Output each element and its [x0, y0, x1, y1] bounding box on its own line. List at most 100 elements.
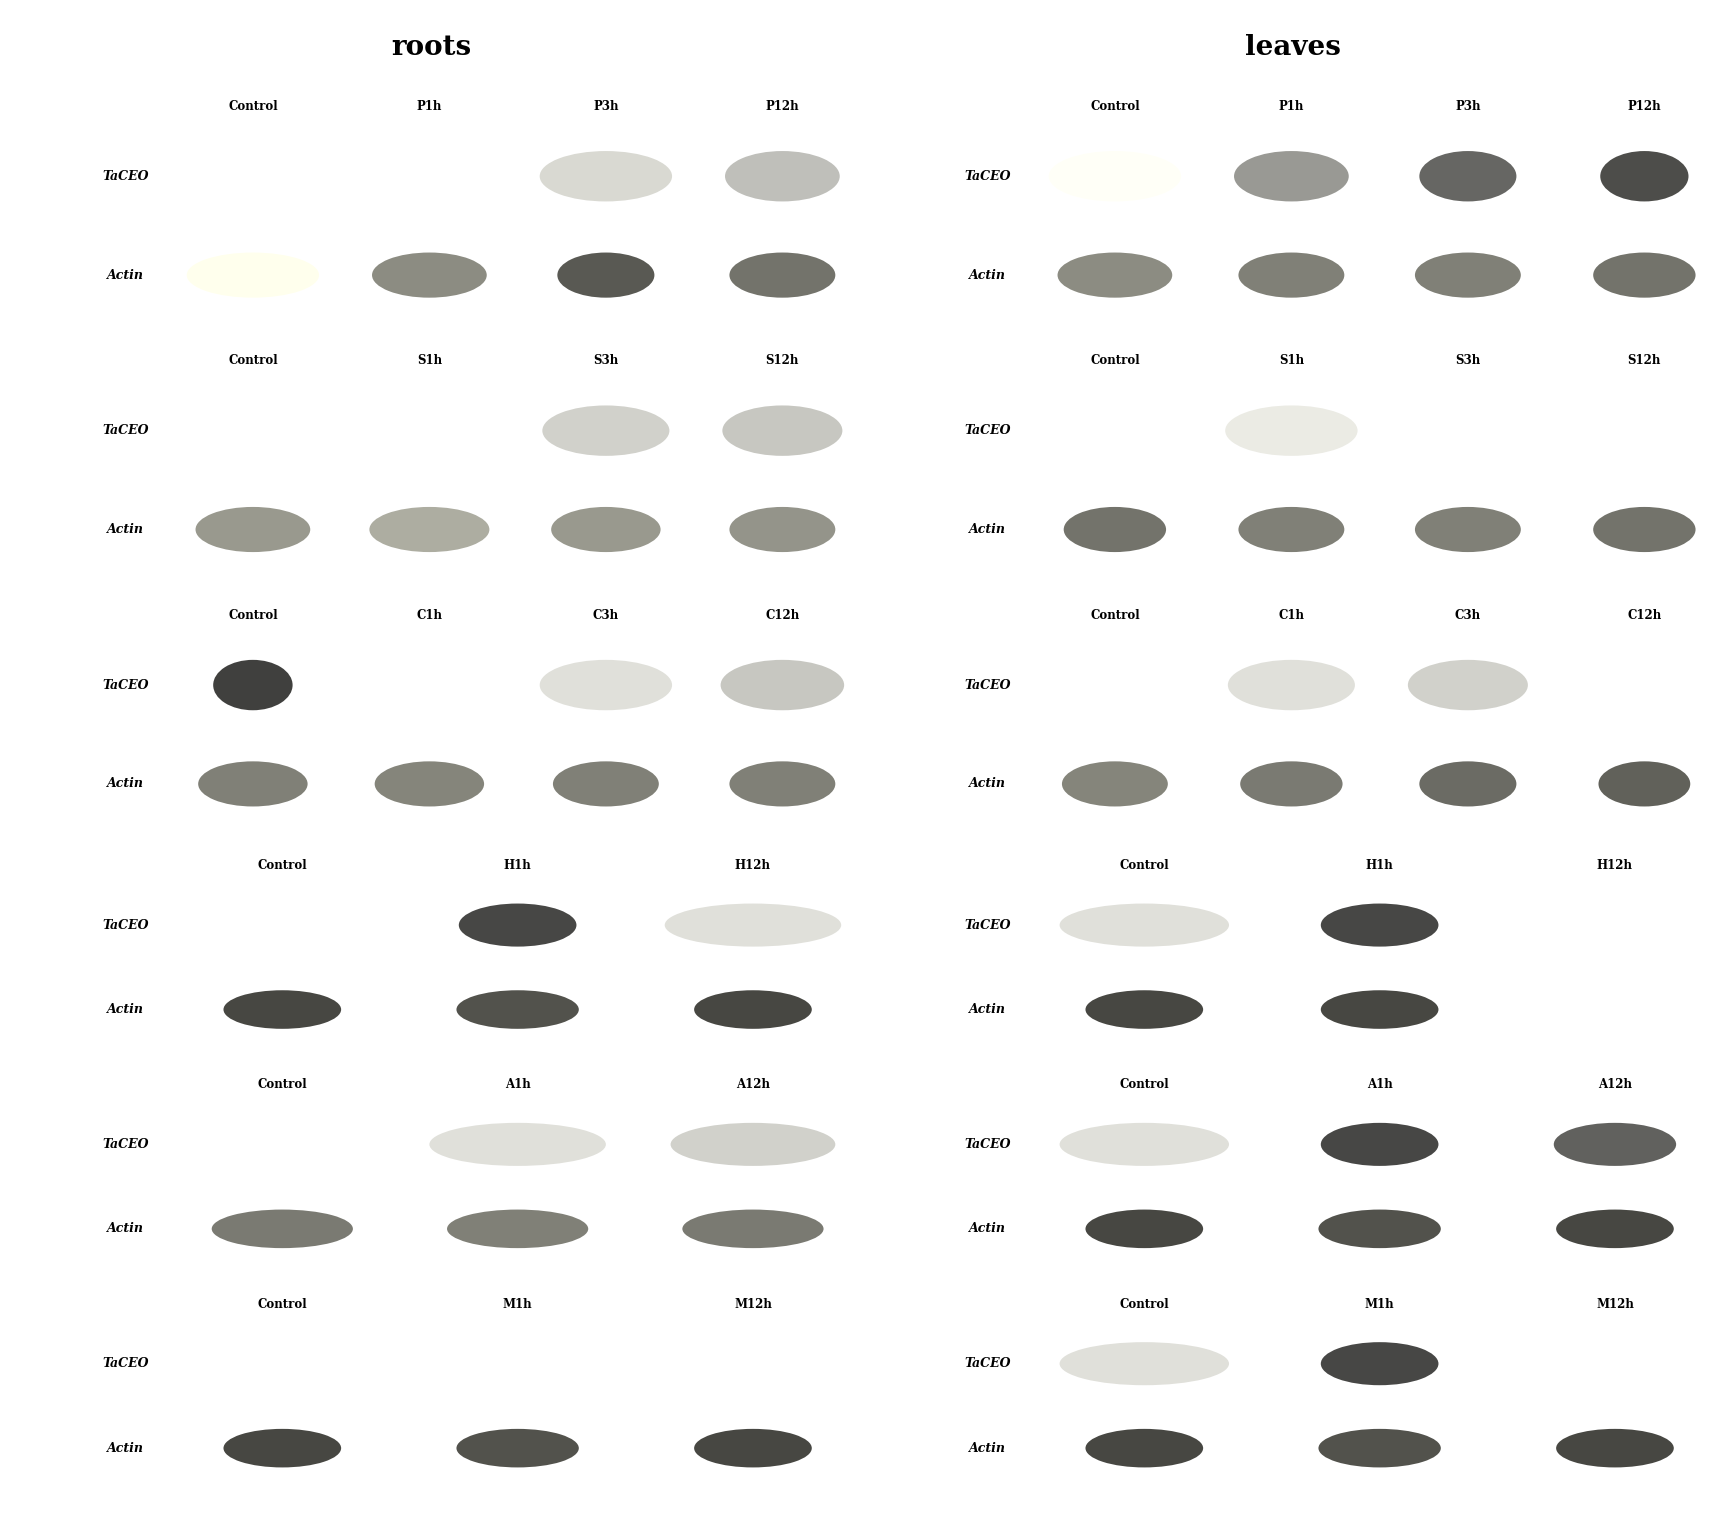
Text: C3h: C3h [593, 609, 619, 623]
Ellipse shape [374, 761, 484, 806]
Text: Actin: Actin [968, 1222, 1005, 1236]
Ellipse shape [369, 507, 489, 552]
Ellipse shape [212, 1210, 353, 1248]
Ellipse shape [372, 252, 486, 298]
Text: TaCEO: TaCEO [963, 169, 1010, 183]
Text: TaCEO: TaCEO [102, 1138, 148, 1151]
Ellipse shape [553, 761, 658, 806]
Text: Control: Control [227, 609, 277, 623]
Ellipse shape [1597, 761, 1689, 806]
Text: M1h: M1h [503, 1297, 532, 1311]
Ellipse shape [1234, 151, 1347, 201]
Text: Control: Control [1089, 354, 1139, 368]
Ellipse shape [1056, 252, 1172, 298]
Text: A1h: A1h [505, 1079, 531, 1091]
Text: C12h: C12h [1627, 609, 1661, 623]
Text: M12h: M12h [734, 1297, 772, 1311]
Ellipse shape [1552, 1123, 1675, 1166]
Ellipse shape [214, 659, 293, 710]
Text: Control: Control [1089, 609, 1139, 623]
Ellipse shape [457, 1428, 579, 1468]
Text: Control: Control [257, 1079, 307, 1091]
Text: Actin: Actin [107, 523, 143, 536]
Ellipse shape [539, 659, 672, 710]
Text: P3h: P3h [593, 101, 619, 113]
Ellipse shape [694, 1428, 812, 1468]
Text: S3h: S3h [593, 354, 619, 368]
Ellipse shape [1415, 252, 1520, 298]
Text: C1h: C1h [417, 609, 443, 623]
Ellipse shape [543, 406, 669, 456]
Text: C12h: C12h [765, 609, 799, 623]
Ellipse shape [1418, 761, 1516, 806]
Text: S12h: S12h [1627, 354, 1659, 368]
Text: Actin: Actin [107, 777, 143, 790]
Ellipse shape [729, 761, 836, 806]
Text: S3h: S3h [1454, 354, 1480, 368]
Text: Actin: Actin [968, 777, 1005, 790]
Ellipse shape [1060, 1343, 1228, 1386]
Ellipse shape [665, 903, 841, 946]
Ellipse shape [457, 990, 579, 1029]
Ellipse shape [195, 507, 310, 552]
Ellipse shape [1085, 1210, 1203, 1248]
Ellipse shape [722, 406, 843, 456]
Text: P1h: P1h [417, 101, 441, 113]
Ellipse shape [1408, 659, 1527, 710]
Text: TaCEO: TaCEO [963, 679, 1010, 691]
Ellipse shape [720, 659, 844, 710]
Ellipse shape [1592, 507, 1695, 552]
Ellipse shape [1320, 903, 1437, 946]
Ellipse shape [1048, 151, 1180, 201]
Ellipse shape [551, 507, 660, 552]
Ellipse shape [1085, 1428, 1203, 1468]
Ellipse shape [186, 252, 319, 298]
Ellipse shape [1320, 1343, 1437, 1386]
Text: P12h: P12h [765, 101, 799, 113]
Ellipse shape [1599, 151, 1687, 201]
Text: TaCEO: TaCEO [102, 919, 148, 931]
Text: A12h: A12h [1597, 1079, 1632, 1091]
Text: Control: Control [227, 101, 277, 113]
Text: Actin: Actin [107, 1222, 143, 1236]
Text: roots: roots [391, 34, 470, 61]
Ellipse shape [1237, 252, 1344, 298]
Ellipse shape [670, 1123, 836, 1166]
Ellipse shape [1239, 761, 1342, 806]
Ellipse shape [682, 1210, 824, 1248]
Ellipse shape [198, 761, 307, 806]
Ellipse shape [729, 507, 836, 552]
Ellipse shape [1237, 507, 1344, 552]
Text: leaves: leaves [1244, 34, 1340, 61]
Ellipse shape [224, 1428, 341, 1468]
Text: S1h: S1h [1278, 354, 1303, 368]
Ellipse shape [1418, 151, 1516, 201]
Text: Control: Control [1118, 1297, 1168, 1311]
Text: P12h: P12h [1627, 101, 1661, 113]
Text: Actin: Actin [968, 1003, 1005, 1016]
Text: H12h: H12h [1595, 859, 1632, 871]
Text: M1h: M1h [1365, 1297, 1394, 1311]
Ellipse shape [729, 252, 836, 298]
Text: C3h: C3h [1454, 609, 1480, 623]
Text: Actin: Actin [968, 523, 1005, 536]
Ellipse shape [429, 1123, 605, 1166]
Text: H1h: H1h [1365, 859, 1392, 871]
Text: Control: Control [1089, 101, 1139, 113]
Text: Actin: Actin [107, 1003, 143, 1016]
Text: Actin: Actin [107, 1442, 143, 1454]
Ellipse shape [1592, 252, 1695, 298]
Ellipse shape [458, 903, 575, 946]
Ellipse shape [1318, 1210, 1440, 1248]
Text: TaCEO: TaCEO [963, 919, 1010, 931]
Text: Actin: Actin [968, 269, 1005, 282]
Text: H1h: H1h [503, 859, 531, 871]
Ellipse shape [1060, 1123, 1228, 1166]
Text: TaCEO: TaCEO [102, 679, 148, 691]
Text: Control: Control [227, 354, 277, 368]
Ellipse shape [1415, 507, 1520, 552]
Ellipse shape [1227, 659, 1354, 710]
Text: M12h: M12h [1595, 1297, 1633, 1311]
Ellipse shape [539, 151, 672, 201]
Text: Control: Control [1118, 859, 1168, 871]
